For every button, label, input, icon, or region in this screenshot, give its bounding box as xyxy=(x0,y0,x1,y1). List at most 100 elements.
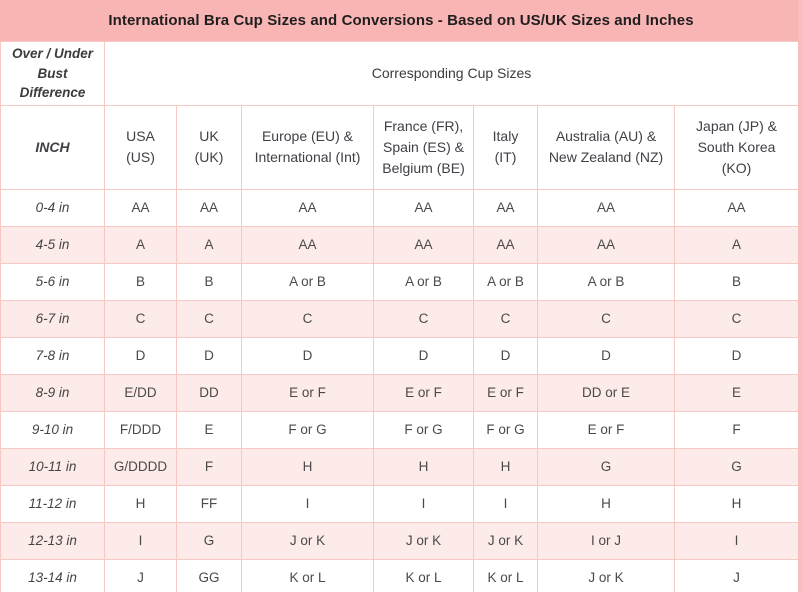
cup-size-cell: F/DDD xyxy=(104,410,177,449)
cup-size-cell: D xyxy=(373,336,474,375)
cup-size-cell: C xyxy=(176,299,242,338)
table-row: 10-11 in G/DDDD F H H H G G xyxy=(0,447,800,486)
cup-size-cell: B xyxy=(176,262,242,301)
cup-size-cell: A or B xyxy=(473,262,538,301)
table-right-border-strip xyxy=(798,0,802,592)
cup-size-cell: G xyxy=(673,447,800,486)
inch-range-label: 9-10 in xyxy=(0,410,105,449)
column-header-japan: Japan (JP) & South Korea (KO) xyxy=(673,104,800,190)
cup-size-cell: H xyxy=(537,484,675,523)
cup-size-cell: J xyxy=(673,558,800,592)
inch-range-label: 11-12 in xyxy=(0,484,105,523)
cup-size-cell: F xyxy=(176,447,242,486)
table-row: 4-5 in A A AA AA AA AA A xyxy=(0,225,800,264)
cup-size-cell: FF xyxy=(176,484,242,523)
cup-size-cell: J xyxy=(104,558,177,592)
cup-size-cell: J or K xyxy=(473,521,538,560)
cup-size-cell: F or G xyxy=(473,410,538,449)
bust-difference-header: Over / Under Bust Difference xyxy=(0,41,105,106)
inch-range-label: 6-7 in xyxy=(0,299,105,338)
group-header-row: Over / Under Bust Difference Correspondi… xyxy=(0,41,800,106)
conversion-table: Over / Under Bust Difference Correspondi… xyxy=(0,41,800,592)
cup-size-cell: AA xyxy=(473,188,538,227)
cup-size-cell: E xyxy=(673,373,800,412)
cup-size-cell: F or G xyxy=(241,410,374,449)
cup-size-cell: G/DDDD xyxy=(104,447,177,486)
cup-size-cell: D xyxy=(241,336,374,375)
cup-size-cell: F xyxy=(673,410,800,449)
cup-size-cell: C xyxy=(673,299,800,338)
inch-range-label: 7-8 in xyxy=(0,336,105,375)
inch-range-label: 5-6 in xyxy=(0,262,105,301)
cup-size-cell: E/DD xyxy=(104,373,177,412)
cup-size-cell: G xyxy=(176,521,242,560)
cup-size-cell: AA xyxy=(104,188,177,227)
cup-size-cell: E or F xyxy=(473,373,538,412)
table-row: 11-12 in H FF I I I H H xyxy=(0,484,800,523)
cup-size-cell: D xyxy=(176,336,242,375)
cup-size-cell: E or F xyxy=(537,410,675,449)
cup-size-cell: I xyxy=(373,484,474,523)
column-header-europe: Europe (EU) & International (Int) xyxy=(241,104,374,190)
cup-size-cell: D xyxy=(104,336,177,375)
cup-size-cell: AA xyxy=(176,188,242,227)
column-header-australia: Australia (AU) & New Zealand (NZ) xyxy=(537,104,675,190)
cup-size-cell: DD xyxy=(176,373,242,412)
cup-size-cell: I xyxy=(104,521,177,560)
cup-size-cell: B xyxy=(673,262,800,301)
cup-size-cell: AA xyxy=(473,225,538,264)
inch-range-label: 12-13 in xyxy=(0,521,105,560)
cup-size-cell: H xyxy=(673,484,800,523)
table-title-bar: International Bra Cup Sizes and Conversi… xyxy=(0,0,802,41)
cup-size-cell: I or J xyxy=(537,521,675,560)
cup-size-cell: C xyxy=(104,299,177,338)
cup-size-cell: F or G xyxy=(373,410,474,449)
cup-size-cell: C xyxy=(473,299,538,338)
cup-size-cell: A or B xyxy=(537,262,675,301)
table-row: 6-7 in C C C C C C C xyxy=(0,299,800,338)
table-row: 7-8 in D D D D D D D xyxy=(0,336,800,375)
cup-size-cell: DD or E xyxy=(537,373,675,412)
inch-range-label: 4-5 in xyxy=(0,225,105,264)
inch-range-label: 13-14 in xyxy=(0,558,105,592)
cup-size-cell: G xyxy=(537,447,675,486)
cup-size-cell: AA xyxy=(373,225,474,264)
column-header-france: France (FR), Spain (ES) & Belgium (BE) xyxy=(373,104,474,190)
cup-size-cell: H xyxy=(104,484,177,523)
cup-size-cell: AA xyxy=(537,188,675,227)
cup-size-cell: AA xyxy=(241,188,374,227)
cup-size-cell: D xyxy=(537,336,675,375)
cup-size-cell: H xyxy=(473,447,538,486)
cup-size-cell: B xyxy=(104,262,177,301)
cup-size-cell: A or B xyxy=(373,262,474,301)
column-header-usa: USA (US) xyxy=(104,104,177,190)
cup-size-cell: A xyxy=(104,225,177,264)
cup-size-cell: A or B xyxy=(241,262,374,301)
cup-size-cell: D xyxy=(673,336,800,375)
cup-size-cell: I xyxy=(241,484,374,523)
cup-size-cell: D xyxy=(473,336,538,375)
cup-size-cell: E or F xyxy=(373,373,474,412)
cup-size-cell: K or L xyxy=(473,558,538,592)
cup-size-cell: J or K xyxy=(373,521,474,560)
table-title: International Bra Cup Sizes and Conversi… xyxy=(108,12,694,29)
cup-size-cell: AA xyxy=(537,225,675,264)
cup-size-cell: C xyxy=(537,299,675,338)
column-header-row: INCH USA (US) UK (UK) Europe (EU) & Inte… xyxy=(0,104,800,190)
inch-range-label: 8-9 in xyxy=(0,373,105,412)
inch-range-label: 0-4 in xyxy=(0,188,105,227)
cup-size-cell: K or L xyxy=(241,558,374,592)
corresponding-cup-sizes-header: Corresponding Cup Sizes xyxy=(103,41,800,106)
cup-size-cell: I xyxy=(473,484,538,523)
cup-size-cell: AA xyxy=(241,225,374,264)
cup-size-cell: J or K xyxy=(537,558,675,592)
column-header-italy: Italy (IT) xyxy=(473,104,538,190)
cup-size-cell: GG xyxy=(176,558,242,592)
cup-size-cell: I xyxy=(673,521,800,560)
cup-size-cell: C xyxy=(241,299,374,338)
